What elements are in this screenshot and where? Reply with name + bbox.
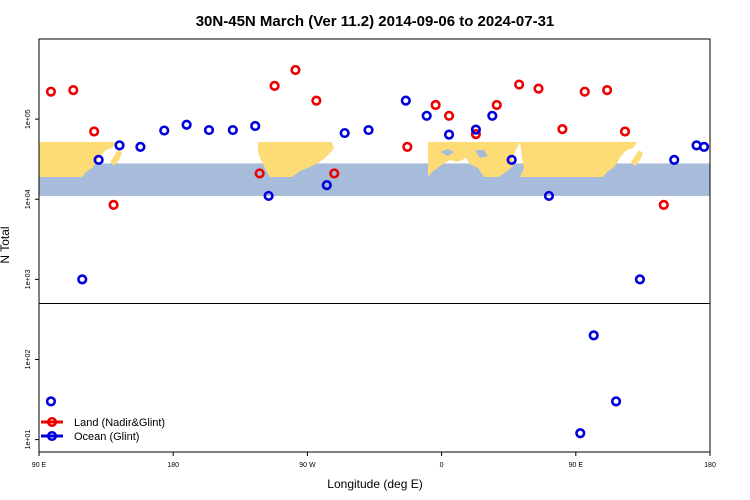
x-tick-label: 180 [167,462,179,469]
ocean-point [203,124,215,136]
plot-frame [38,38,711,453]
ocean-point [250,120,261,132]
ocean-point [93,154,104,165]
legend-ocean-marker [46,430,58,442]
ocean-point [321,180,332,191]
ocean-point [135,141,146,153]
x-tick-label: 90 E [32,462,47,469]
y-tick-label: 1e+03 [25,269,32,289]
land-point [443,110,455,121]
land-point [514,79,525,90]
ocean-point [400,95,411,106]
ocean-point [443,129,455,140]
land-point [254,168,265,179]
ocean-point [669,154,680,165]
ocean-point [543,190,555,202]
land-point [89,126,100,137]
x-tick-label: 0 [440,462,444,469]
ocean-point [45,396,57,407]
legend-ocean-label: Ocean (Glint) [74,431,139,443]
land-point [658,199,669,210]
land-point [619,126,631,137]
land-point [491,99,502,111]
x-tick-label: 90 E [569,462,584,469]
ocean-point [421,110,432,121]
x-axis: 90 E 180 90 W 0 90 E 180 [32,452,716,469]
ocean-point [575,428,586,439]
land-point [45,86,57,97]
y-tick-label: 1e+01 [25,430,32,450]
legend-land-marker [46,416,58,428]
ocean-point [634,274,646,285]
ocean-point [263,190,274,202]
y-tick-label: 1e+04 [25,189,32,209]
legend: Land (Nadir&Glint) Ocean (Glint) [41,416,165,443]
land-point [402,141,413,153]
ocean-point [588,330,599,341]
land-point [430,99,441,111]
land-point [470,129,481,140]
chart-title: 30N-45N March (Ver 11.2) 2014-09-06 to 2… [196,13,555,30]
world-map-band [39,142,710,196]
legend-land-label: Land (Nadir&Glint) [74,417,165,429]
ocean-point [114,140,125,151]
land-point [557,124,568,135]
land-point [329,168,340,179]
land-point [290,64,301,76]
land-point [533,83,544,94]
ocean-point [181,119,192,130]
land-point [68,85,79,96]
x-tick-label: 90 W [299,462,316,469]
land-point [269,80,280,91]
ocean-point [506,154,517,165]
ocean-point [339,127,350,139]
land-point [579,86,590,97]
land-point [311,95,322,106]
data-markers [45,64,710,439]
y-axis: 1e+01 1e+02 1e+03 1e+04 1e+05 [25,109,39,449]
land-point [602,85,613,96]
ocean-point [610,396,622,407]
ocean-point [698,141,710,153]
ocean-point [77,274,88,285]
x-tick-label: 180 [704,462,716,469]
ocean-point [159,125,170,136]
ocean-point [487,110,498,121]
y-tick-label: 1e+05 [25,109,32,129]
land-point [108,199,119,210]
ocean-point [470,124,481,135]
ocean-point [227,124,238,136]
ocean-point [363,124,374,136]
y-axis-label: N Total [0,226,12,263]
x-axis-label: Longitude (deg E) [327,477,422,491]
y-tick-label: 1e+02 [25,350,32,370]
